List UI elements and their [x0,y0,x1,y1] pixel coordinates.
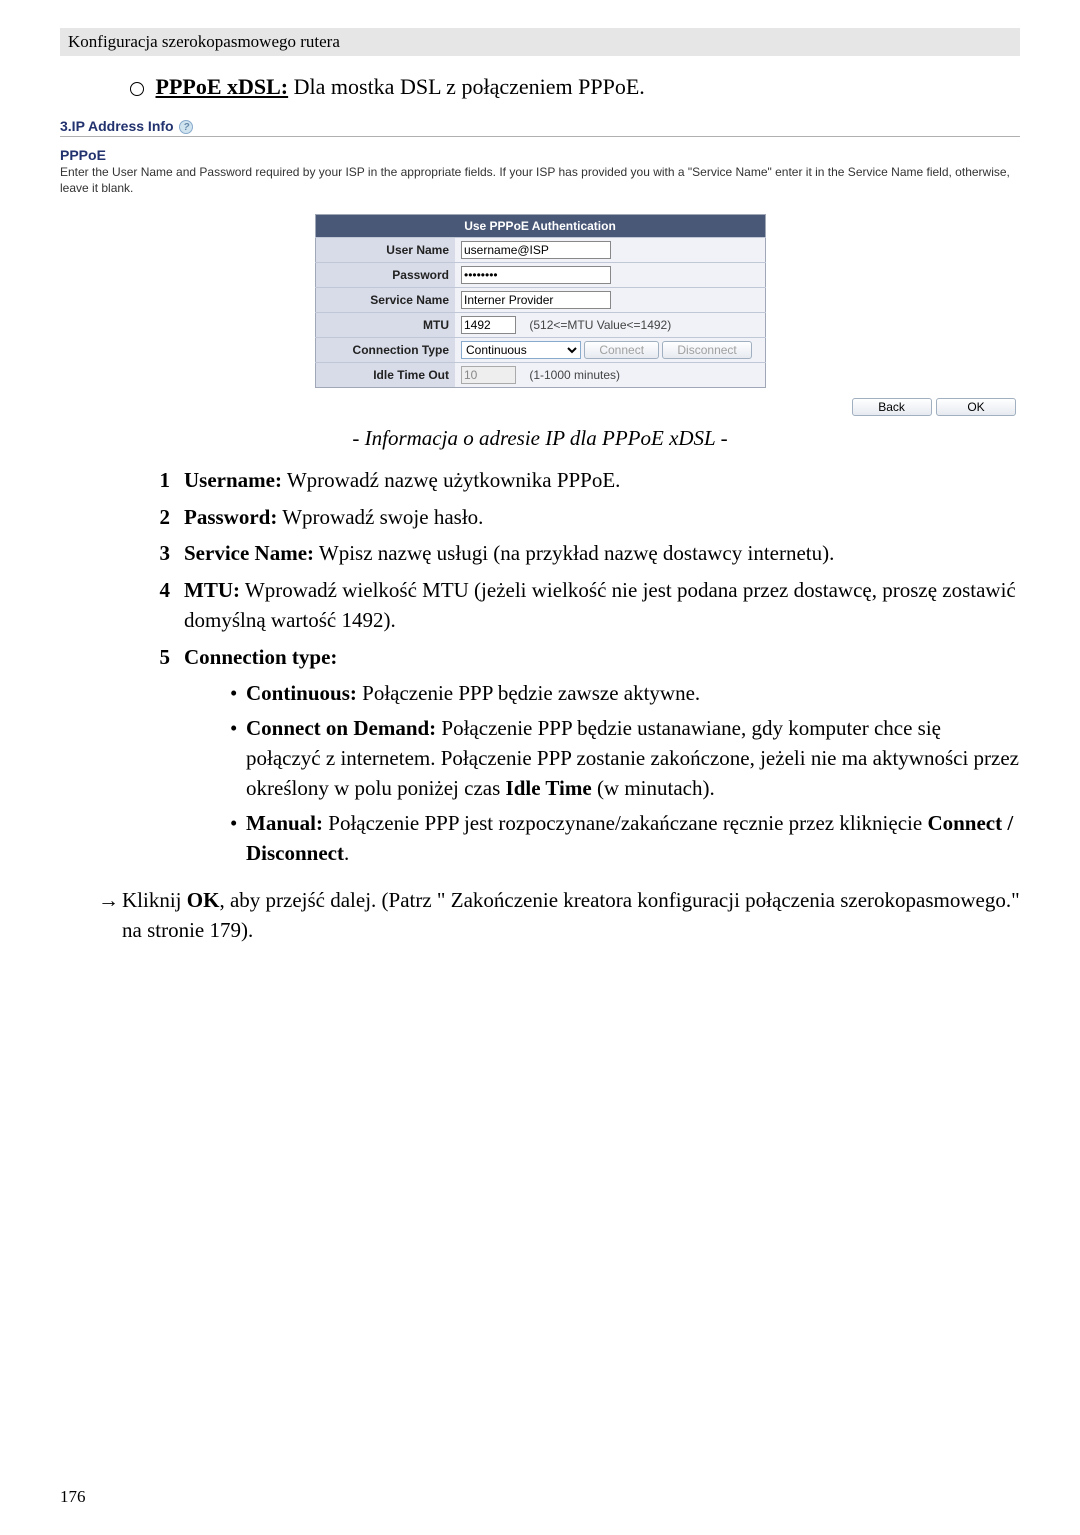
service-input[interactable] [461,291,611,309]
arrow-icon: → [98,885,122,946]
password-label: Password [315,263,455,288]
item4-text: Wprowadź wielkość MTU (jeżeli wielkość n… [184,578,1016,632]
item1-text: Wprowadź nazwę użytkownika PPPoE. [287,468,621,492]
num-4: 4 [140,575,170,636]
num-5: 5 [140,642,170,672]
table-header: Use PPPoE Authentication [315,215,765,238]
pppoe-screenshot: 3.IP Address Info ? PPPoE Enter the User… [60,118,1020,416]
idle-hint: (1-1000 minutes) [529,368,620,382]
back-button[interactable]: Back [852,398,932,416]
bullet-icon: • [230,808,246,869]
b2-label: Connect on Demand: [246,716,436,740]
item3-label: Service Name: [184,541,314,565]
b1-label: Continuous: [246,681,357,705]
pppoe-form-table: Use PPPoE Authentication User Name Passw… [315,214,766,388]
item4-label: MTU: [184,578,240,602]
conn-type-select[interactable]: Continuous [461,341,581,359]
pppoe-description: Enter the User Name and Password require… [60,165,1020,196]
b3-text-a: Połączenie PPP jest rozpoczynane/zakańcz… [328,811,927,835]
conn-type-label: Connection Type [315,338,455,363]
item2-text: Wprowadź swoje hasło. [282,505,483,529]
b3-text-b: . [344,841,349,865]
page-header: Konfiguracja szerokopasmowego rutera [60,28,1020,56]
username-label: User Name [315,238,455,263]
bullet-icon: • [230,713,246,804]
b2-bold: Idle Time [506,776,592,800]
num-3: 3 [140,538,170,568]
figure-caption: - Informacja o adresie IP dla PPPoE xDSL… [60,426,1020,451]
nav-buttons: Back OK [60,398,1020,416]
radio-icon [130,82,144,96]
intro-line: PPPoE xDSL: Dla mostka DSL z połączeniem… [130,74,1020,100]
mtu-hint: (512<=MTU Value<=1492) [529,318,671,332]
page-number: 176 [60,1487,86,1507]
bullet-list: • Continuous: Połączenie PPP będzie zaws… [230,678,1020,869]
item5-label: Connection type: [184,645,337,669]
help-icon[interactable]: ? [179,120,193,134]
disconnect-button[interactable]: Disconnect [662,341,751,359]
item3-text: Wpisz nazwę usługi (na przykład nazwę do… [319,541,834,565]
b2-text-b: (w minutach). [592,776,715,800]
service-label: Service Name [315,288,455,313]
mtu-input[interactable] [461,316,516,334]
b3-label: Manual: [246,811,323,835]
username-input[interactable] [461,241,611,259]
pppoe-heading: PPPoE [60,147,1020,163]
footer-instruction: → Kliknij OK, aby przejść dalej. (Patrz … [98,885,1020,946]
footer-pre: Kliknij [122,888,187,912]
item2-label: Password: [184,505,277,529]
password-input[interactable] [461,266,611,284]
b1-text: Połączenie PPP będzie zawsze aktywne. [362,681,700,705]
intro-title: PPPoE xDSL: [156,74,289,99]
mtu-label: MTU [315,313,455,338]
intro-text: Dla mostka DSL z połączeniem PPPoE. [294,74,645,99]
bullet-icon: • [230,678,246,708]
num-1: 1 [140,465,170,495]
ip-info-text: 3.IP Address Info [60,118,174,134]
idle-input [461,366,516,384]
ok-button[interactable]: OK [936,398,1016,416]
ip-info-title: 3.IP Address Info ? [60,118,1020,137]
connect-button[interactable]: Connect [584,341,659,359]
idle-label: Idle Time Out [315,363,455,388]
footer-post: , aby przejść dalej. (Patrz " Zakończeni… [122,888,1020,942]
numbered-list: 1 Username: Wprowadź nazwę użytkownika P… [140,465,1020,672]
item1-label: Username: [184,468,282,492]
footer-ok: OK [187,888,220,912]
num-2: 2 [140,502,170,532]
